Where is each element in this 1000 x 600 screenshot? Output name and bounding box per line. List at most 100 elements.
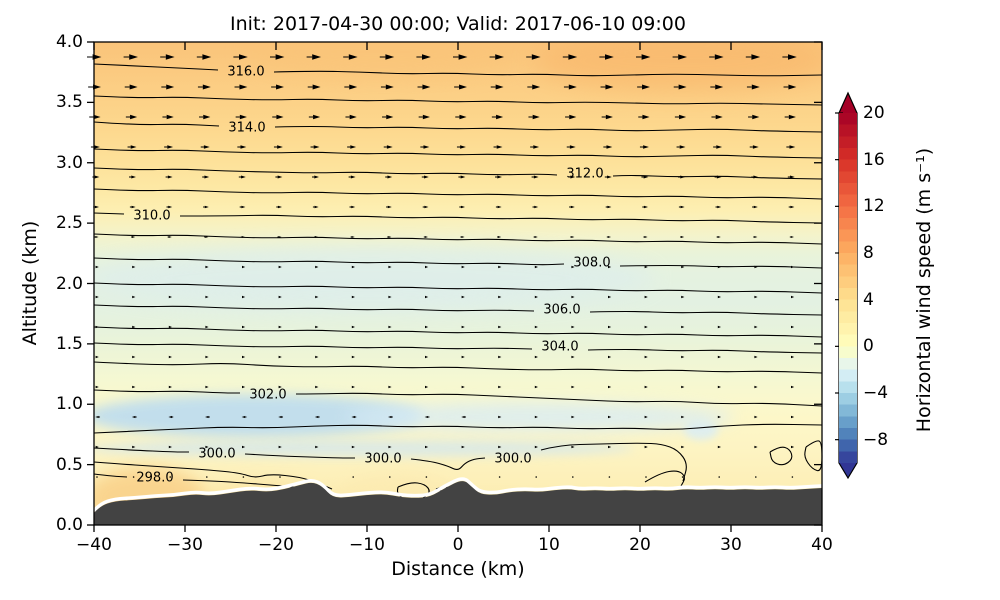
wind-arrow-head bbox=[204, 205, 209, 209]
wind-arrow-head bbox=[92, 54, 102, 60]
wind-arrow-small bbox=[791, 385, 795, 389]
wind-arrow-head bbox=[642, 114, 650, 120]
wind-arrow-small bbox=[754, 325, 758, 329]
contour-line bbox=[540, 442, 687, 482]
wind-dot bbox=[242, 476, 245, 478]
wind-arrow-head bbox=[422, 84, 431, 90]
wind-arrow-head bbox=[239, 54, 248, 60]
wind-arrow-head bbox=[569, 145, 576, 149]
terrain-outline bbox=[92, 477, 823, 512]
wind-arrow-small bbox=[132, 385, 136, 389]
wind-arrow-head bbox=[790, 175, 795, 179]
wind-arrow-head bbox=[717, 205, 722, 209]
wind-arrow-head bbox=[387, 205, 392, 209]
wind-arrow-small bbox=[168, 265, 172, 269]
wind-arrow-head bbox=[278, 415, 282, 419]
wind-arrow-head bbox=[351, 205, 356, 209]
colorbar-tick-label: 20 bbox=[863, 103, 885, 123]
wind-arrow-head bbox=[461, 236, 465, 238]
wind-arrow-small bbox=[717, 385, 721, 389]
wind-arrow-small bbox=[315, 355, 319, 359]
wind-arrow-head bbox=[715, 84, 724, 90]
wind-arrow-small bbox=[95, 355, 99, 359]
wind-arrow-head bbox=[388, 236, 392, 238]
wind-arrow-head bbox=[166, 84, 175, 90]
wind-arrow-small bbox=[534, 385, 538, 389]
wind-arrow-small bbox=[681, 265, 685, 269]
wind-arrow-small bbox=[351, 265, 355, 269]
wind-arrow-small bbox=[315, 265, 319, 269]
wind-arrow-small bbox=[351, 445, 355, 449]
shading-blob bbox=[94, 247, 654, 309]
wind-dot bbox=[279, 476, 281, 478]
wind-arrow-small bbox=[132, 355, 136, 359]
wind-arrow-small bbox=[425, 265, 429, 269]
wind-arrow-head bbox=[642, 84, 650, 90]
contour-line bbox=[93, 212, 125, 215]
wind-arrow-head bbox=[532, 114, 540, 120]
wind-arrow-small bbox=[571, 445, 575, 449]
wind-arrow-head bbox=[349, 114, 357, 120]
wind-arrow-small bbox=[168, 295, 172, 299]
wind-arrow-small bbox=[498, 355, 502, 359]
wind-arrow-small bbox=[242, 295, 246, 299]
wind-arrow-head bbox=[422, 54, 431, 60]
wind-arrow-small bbox=[351, 355, 355, 359]
x-tick-label: 40 bbox=[811, 535, 833, 555]
wind-arrow-head bbox=[460, 145, 466, 149]
wind-arrow-small bbox=[608, 385, 612, 389]
wind-arrow-head bbox=[751, 84, 760, 90]
wind-arrow-small bbox=[608, 355, 612, 359]
wind-arrow-small bbox=[425, 355, 429, 359]
wind-arrow-small bbox=[95, 445, 99, 449]
wind-arrow-small bbox=[498, 415, 502, 419]
wind-arrow-head bbox=[205, 415, 209, 419]
wind-arrow-head bbox=[241, 415, 246, 419]
wind-arrow-head bbox=[168, 236, 172, 238]
wind-arrow-head bbox=[716, 175, 722, 179]
wind-arrow-small bbox=[498, 445, 502, 449]
contour-line bbox=[179, 214, 823, 224]
wind-arrow-small bbox=[132, 325, 136, 329]
wind-arrow-head bbox=[678, 54, 687, 60]
wind-arrow-head bbox=[131, 175, 136, 179]
wind-arrow-small bbox=[425, 385, 429, 389]
colorbar-tick-label: 0 bbox=[863, 336, 874, 357]
contour-label: 304.0 bbox=[541, 340, 578, 355]
wind-arrow-head bbox=[239, 114, 247, 120]
wind-arrow-small bbox=[608, 415, 612, 419]
wind-arrow-small bbox=[461, 385, 465, 389]
wind-arrow-small bbox=[571, 265, 575, 269]
wind-arrow-head bbox=[459, 84, 467, 90]
wind-arrow-small bbox=[608, 445, 612, 449]
wind-arrow-head bbox=[203, 145, 210, 149]
wind-dot bbox=[389, 476, 391, 478]
wind-arrow-small bbox=[644, 295, 648, 299]
wind-arrow-head bbox=[643, 175, 649, 179]
wind-arrow-head bbox=[534, 236, 538, 238]
wind-arrow-small bbox=[278, 445, 282, 449]
wind-arrow-small bbox=[205, 355, 209, 359]
contour-line bbox=[273, 70, 823, 77]
wind-arrow-head bbox=[568, 84, 577, 90]
wind-arrow-head bbox=[387, 175, 393, 179]
wind-dot bbox=[608, 476, 611, 478]
contour-line bbox=[93, 282, 823, 294]
wind-arrow-small bbox=[791, 295, 795, 299]
wind-dot bbox=[791, 476, 794, 478]
y-tick-label: 3.0 bbox=[55, 152, 83, 173]
wind-arrow-head bbox=[132, 236, 136, 238]
wind-arrow-small bbox=[791, 445, 795, 449]
wind-arrow-small bbox=[791, 355, 795, 359]
colorbar-tick-label: −4 bbox=[863, 383, 889, 403]
colorbar-tick-label: −8 bbox=[863, 429, 889, 450]
wind-arrow-small bbox=[351, 325, 355, 329]
wind-arrow-head bbox=[531, 54, 541, 60]
x-axis-label: Distance (km) bbox=[391, 558, 525, 580]
wind-arrow-head bbox=[607, 205, 612, 209]
wind-arrow-small bbox=[791, 265, 795, 269]
wind-arrow-small bbox=[681, 295, 685, 299]
wind-arrow-head bbox=[679, 114, 687, 120]
wind-dot bbox=[755, 476, 757, 478]
wind-arrow-small bbox=[791, 415, 795, 419]
